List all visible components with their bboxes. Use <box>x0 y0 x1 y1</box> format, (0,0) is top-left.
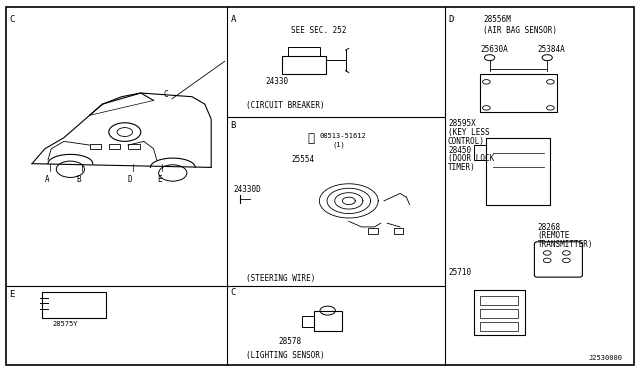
Text: J2530000: J2530000 <box>589 355 623 361</box>
Text: C: C <box>10 15 15 24</box>
Bar <box>128 144 140 149</box>
Text: 24330: 24330 <box>266 77 289 86</box>
Text: 08513-51612: 08513-51612 <box>320 133 367 139</box>
Text: (REMOTE: (REMOTE <box>538 231 570 240</box>
Bar <box>474 145 486 160</box>
Text: TRANSMITTER): TRANSMITTER) <box>538 240 593 248</box>
Text: A: A <box>45 175 49 184</box>
Text: 25554: 25554 <box>291 155 314 164</box>
Text: TIMER): TIMER) <box>448 163 476 172</box>
Bar <box>282 56 326 74</box>
Bar <box>480 309 518 318</box>
Bar <box>480 322 518 331</box>
Text: 28556M: 28556M <box>483 15 511 24</box>
Text: 25630A: 25630A <box>480 45 508 54</box>
Text: 28575Y: 28575Y <box>52 321 78 327</box>
Bar <box>480 296 518 305</box>
Bar <box>314 311 342 331</box>
Text: A: A <box>230 15 236 24</box>
Text: 28450: 28450 <box>448 146 471 155</box>
Text: (CIRCUIT BREAKER): (CIRCUIT BREAKER) <box>246 101 325 110</box>
Text: 28578: 28578 <box>278 337 301 346</box>
Text: E: E <box>10 290 15 299</box>
Text: SEE SEC. 252: SEE SEC. 252 <box>291 26 347 35</box>
Text: E: E <box>157 175 161 184</box>
Text: (AIR BAG SENSOR): (AIR BAG SENSOR) <box>483 26 557 35</box>
Text: 25710: 25710 <box>448 268 471 277</box>
Text: 28268: 28268 <box>538 223 561 232</box>
Bar <box>302 316 314 327</box>
Bar <box>480 74 557 112</box>
Text: (KEY LESS: (KEY LESS <box>448 128 490 137</box>
Text: 25384A: 25384A <box>538 45 565 54</box>
Text: Ⓢ: Ⓢ <box>307 132 314 145</box>
Text: D: D <box>448 15 453 24</box>
Text: B: B <box>230 121 236 130</box>
Bar <box>486 138 550 205</box>
Bar <box>90 144 101 149</box>
Text: C: C <box>163 90 168 99</box>
Bar <box>288 46 320 56</box>
Text: B: B <box>77 175 81 184</box>
Text: (DOOR LOCK: (DOOR LOCK <box>448 154 494 163</box>
Bar <box>368 228 378 234</box>
Text: D: D <box>128 175 132 184</box>
Bar <box>394 228 403 234</box>
Text: 28595X: 28595X <box>448 119 476 128</box>
Text: CONTROL): CONTROL) <box>448 137 485 146</box>
Text: (STEERING WIRE): (STEERING WIRE) <box>246 274 316 283</box>
Text: 24330D: 24330D <box>234 185 261 193</box>
Bar <box>474 290 525 335</box>
Text: C: C <box>230 288 236 297</box>
Text: (LIGHTING SENSOR): (LIGHTING SENSOR) <box>246 351 325 360</box>
Text: (1): (1) <box>333 141 346 148</box>
Bar <box>109 144 120 149</box>
